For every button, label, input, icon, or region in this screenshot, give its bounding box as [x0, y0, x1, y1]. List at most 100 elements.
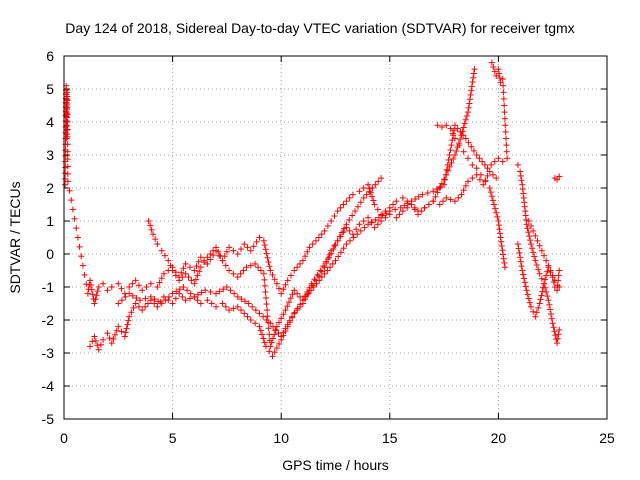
data-point — [471, 66, 478, 73]
data-point — [207, 288, 214, 295]
data-point — [442, 176, 449, 183]
data-point — [493, 175, 500, 182]
y-tick-label: 3 — [46, 147, 54, 163]
x-tick-label: 5 — [169, 430, 177, 446]
data-point — [64, 119, 71, 125]
data-point — [137, 297, 144, 304]
data-point — [315, 234, 322, 241]
data-point — [484, 172, 491, 179]
data-point — [244, 313, 251, 320]
data-point — [89, 338, 96, 345]
data-point — [458, 191, 465, 198]
data-point — [226, 244, 233, 251]
data-point — [490, 64, 497, 70]
data-point — [535, 266, 542, 273]
data-point — [126, 313, 133, 320]
data-point — [502, 128, 509, 135]
data-point — [184, 287, 191, 294]
data-point — [133, 295, 140, 301]
data-point — [269, 353, 276, 360]
data-point — [367, 189, 374, 196]
data-point — [142, 303, 149, 310]
data-point — [515, 245, 522, 252]
data-point — [525, 229, 532, 236]
data-point — [517, 258, 524, 265]
data-point — [497, 79, 504, 86]
data-point — [470, 74, 477, 81]
data-point — [554, 287, 561, 294]
data-point — [309, 241, 316, 248]
data-point — [264, 313, 271, 320]
data-point — [489, 171, 496, 178]
data-point — [536, 270, 543, 277]
data-point — [521, 275, 528, 282]
data-point — [527, 222, 534, 229]
data-point — [424, 189, 431, 196]
data-point — [130, 304, 137, 311]
data-point — [533, 262, 540, 268]
data-point — [147, 280, 154, 287]
data-point — [448, 159, 455, 166]
data-point — [247, 262, 254, 269]
data-point — [543, 257, 550, 264]
data-point — [265, 259, 272, 266]
data-point — [176, 286, 183, 293]
data-point — [469, 79, 476, 86]
data-point — [230, 247, 237, 254]
data-point — [436, 201, 443, 208]
data-point — [154, 284, 161, 290]
data-point — [340, 229, 347, 235]
data-point — [556, 173, 563, 180]
data-point — [330, 246, 337, 253]
data-point — [204, 254, 211, 261]
data-point — [491, 68, 498, 75]
y-tick-label: -3 — [42, 345, 55, 361]
data-point — [554, 340, 561, 347]
data-point — [361, 224, 368, 231]
data-point — [468, 143, 475, 150]
data-point — [346, 227, 353, 234]
data-point — [144, 300, 151, 307]
data-point — [64, 141, 71, 148]
data-point — [278, 315, 285, 322]
data-point — [197, 300, 204, 307]
data-point — [492, 205, 499, 212]
data-point — [284, 277, 291, 284]
data-point — [419, 191, 426, 198]
data-point — [186, 264, 193, 271]
data-point — [180, 284, 187, 290]
data-point — [372, 181, 379, 188]
data-point — [265, 319, 272, 326]
data-point — [147, 222, 154, 229]
data-point — [115, 323, 122, 330]
data-point — [89, 291, 96, 298]
data-point — [227, 287, 234, 294]
data-point — [411, 206, 418, 213]
data-point — [541, 252, 548, 259]
data-point — [360, 194, 367, 201]
data-point — [271, 331, 278, 338]
data-point — [353, 226, 360, 233]
data-point — [460, 187, 467, 194]
data-point — [154, 303, 161, 310]
data-point — [496, 75, 503, 81]
data-point — [113, 327, 120, 334]
data-point — [352, 208, 359, 215]
data-point — [162, 297, 169, 304]
data-point — [263, 250, 270, 257]
data-point — [532, 232, 539, 239]
data-point — [262, 288, 269, 295]
data-point — [448, 142, 455, 149]
data-point — [522, 283, 529, 290]
data-point — [457, 128, 464, 135]
plot-frame — [63, 55, 608, 420]
data-point — [308, 280, 315, 287]
data-point — [500, 95, 507, 102]
data-point — [501, 109, 508, 116]
data-point — [526, 233, 533, 240]
data-point — [95, 346, 102, 353]
data-point — [445, 156, 452, 163]
data-point — [501, 102, 508, 109]
data-point — [401, 202, 408, 209]
data-point — [480, 181, 487, 188]
